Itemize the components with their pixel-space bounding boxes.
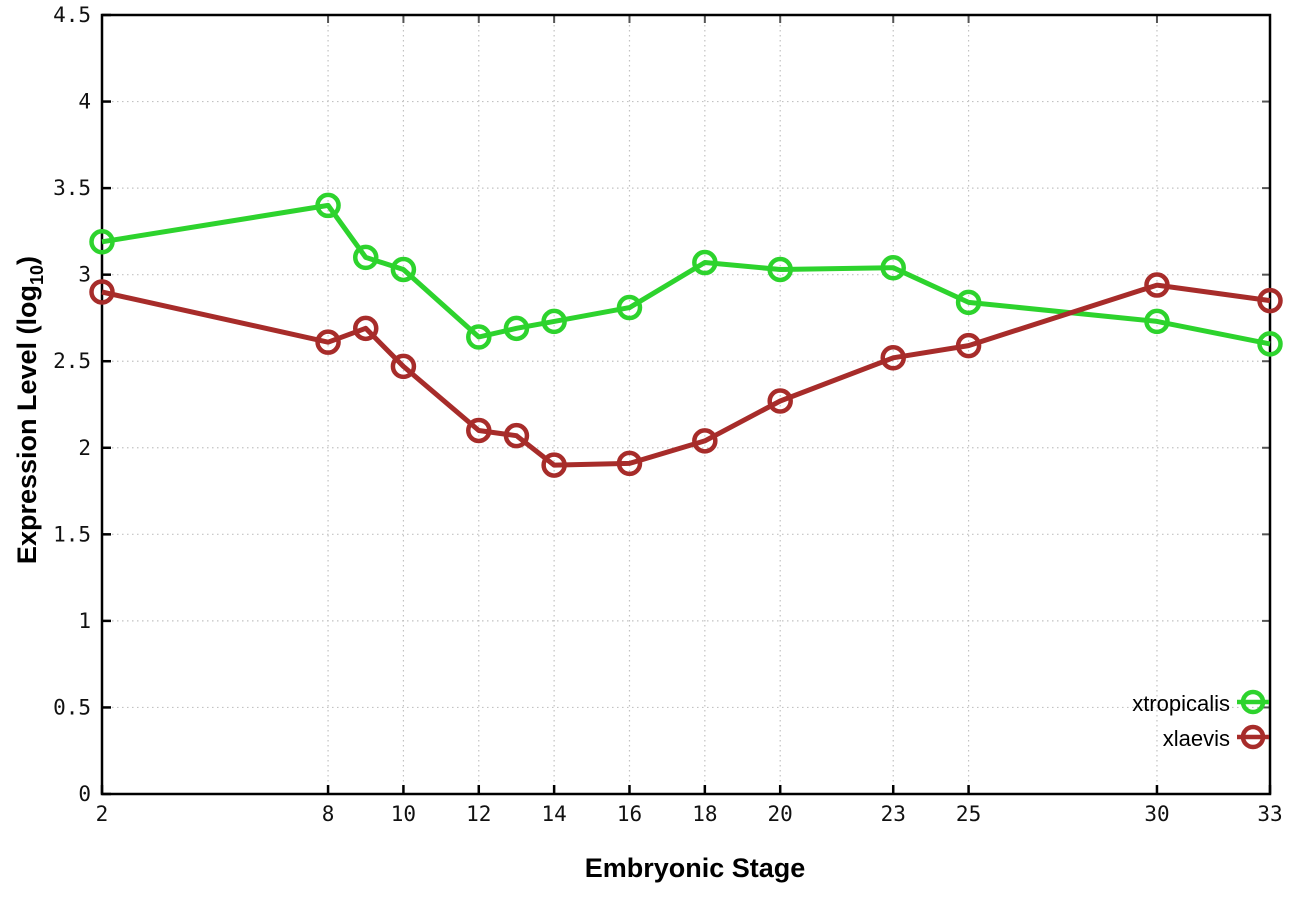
plot-border [100, 13, 1272, 796]
y-tick-label: 0 [78, 782, 91, 806]
x-tick-label: 12 [466, 802, 491, 826]
x-tick-label: 30 [1144, 802, 1169, 826]
x-tick-label: 25 [956, 802, 981, 826]
data-point-xlaevis [315, 329, 341, 355]
y-tick-label: 0.5 [53, 695, 91, 719]
y-axis-title-subscript: 10 [27, 265, 47, 285]
data-point-xlaevis [89, 279, 115, 305]
x-tick-label: 20 [768, 802, 793, 826]
data-point-xlaevis [503, 422, 530, 449]
data-point-xtropicalis [616, 294, 643, 321]
legend-marker-xtropicalis [1240, 689, 1266, 715]
x-tick-label: 10 [391, 802, 416, 826]
data-point-xlaevis [1257, 287, 1283, 314]
data-point-xtropicalis [880, 254, 906, 281]
data-point-xtropicalis [541, 308, 567, 335]
series-line-xlaevis [101, 282, 1271, 468]
data-point-xlaevis [352, 315, 379, 342]
data-point-xtropicalis [89, 229, 115, 255]
series-line-xtropicalis [101, 202, 1271, 347]
y-tick-label: 2 [78, 436, 91, 460]
y-tick-label: 3.5 [53, 176, 91, 200]
legend-label-xtropicalis: xtropicalis [1132, 691, 1230, 716]
x-tick-label: 2 [96, 802, 109, 826]
x-tick-label: 33 [1257, 802, 1282, 826]
data-point-xtropicalis [955, 289, 982, 316]
data-point-xlaevis [1144, 272, 1170, 298]
y-tick-label: 4 [78, 90, 91, 114]
data-point-xlaevis [390, 353, 417, 380]
data-point-xlaevis [616, 450, 643, 477]
data-point-xtropicalis [1257, 331, 1283, 357]
data-point-xlaevis [692, 428, 718, 454]
y-tick-label: 1.5 [53, 522, 91, 546]
data-point-xlaevis [466, 417, 492, 444]
data-point-xlaevis [880, 345, 906, 371]
legend: xtropicalis xlaevis [1132, 689, 1269, 751]
x-tick-label: 18 [692, 802, 717, 826]
legend-marker-xlaevis [1240, 724, 1266, 750]
x-tick-label: 8 [322, 802, 335, 826]
x-tick-label: 23 [881, 802, 906, 826]
data-point-xtropicalis [503, 315, 530, 342]
data-point-xtropicalis [692, 249, 718, 276]
y-axis-title: Expression Level (log10) [12, 256, 47, 564]
data-point-xtropicalis [767, 256, 793, 283]
chart-generated: 2 8 10 12 14 16 18 20 23 25 30 33 0 0.5 1 1.5 2 2.5 3 3.5 4 4… [53, 3, 1283, 826]
legend-label-xlaevis: xlaevis [1163, 726, 1230, 751]
data-point-xlaevis [767, 388, 793, 414]
y-tick-label: 2.5 [53, 349, 91, 373]
data-point-xtropicalis [390, 256, 417, 283]
data-point-xlaevis [541, 452, 567, 478]
data-point-xtropicalis [466, 324, 492, 350]
x-axis-title: Embryonic Stage [585, 853, 806, 883]
data-point-xlaevis [955, 332, 982, 359]
x-tick-label: 16 [617, 802, 642, 826]
y-axis-title-close: ) [12, 256, 42, 265]
y-tick-label: 4.5 [53, 3, 91, 27]
data-point-xtropicalis [1144, 308, 1170, 335]
x-tick-label: 14 [541, 802, 566, 826]
y-tick-label: 3 [78, 263, 91, 287]
data-point-xtropicalis [315, 192, 341, 219]
y-tick-label: 1 [78, 609, 91, 633]
y-axis-title-main: Expression Level (log [12, 285, 42, 564]
data-point-xtropicalis [352, 244, 379, 271]
